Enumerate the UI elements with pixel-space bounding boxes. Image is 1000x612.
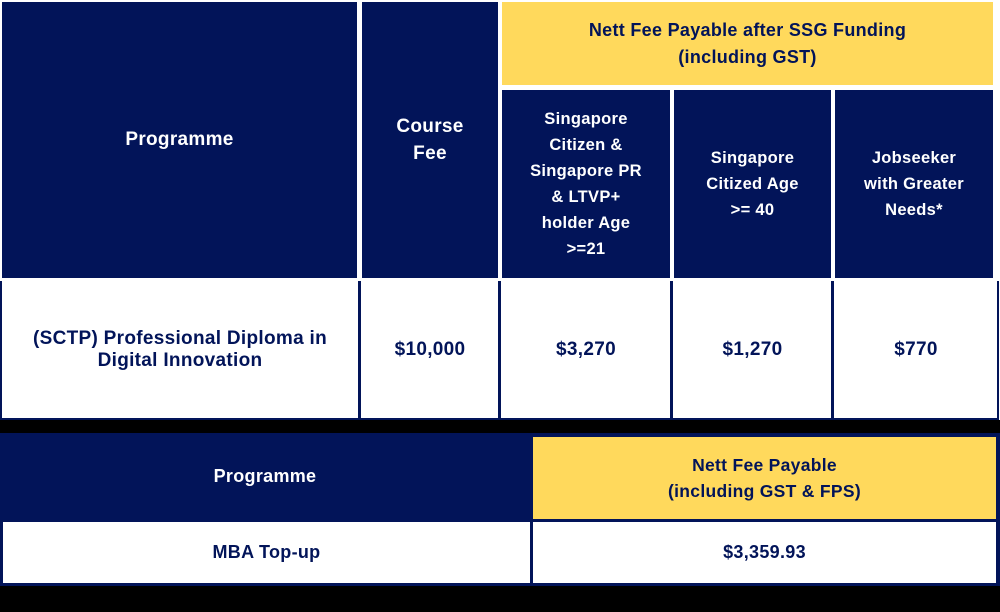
cell-fee-citizen-pr-ltvp: $3,270 [556,338,616,360]
cell-bottom-programme-name: MBA Top-up [3,522,530,583]
cell-bottom-nett-fee: $3,359.93 [533,522,996,583]
top-table-group-header-nett-fee-ssg: Nett Fee Payable after SSG Funding (incl… [502,2,993,85]
top-table-subheader-jobseeker: Jobseeker with Greater Needs* [835,90,993,278]
column-divider [670,281,673,420]
bottom-black-band [0,586,1000,612]
column-divider [498,281,501,420]
column-divider [358,281,361,420]
cell-fee-jobseeker: $770 [894,338,938,360]
top-table-subheader-citizen-age-40: Singapore Citized Age >= 40 [674,90,831,278]
column-divider [831,281,834,420]
cell-fee-citizen-age-40: $1,270 [722,338,783,360]
separator-band [0,420,1000,433]
cell-course-fee: $10,000 [394,338,466,360]
bottom-table-header-nett-fee: Nett Fee Payable (including GST & FPS) [533,437,996,519]
bottom-table-header-programme: Programme [213,465,317,486]
top-table-subheader-citizen-pr-ltvp: Singapore Citizen & Singapore PR & LTVP+… [502,90,670,278]
top-table-header-course-fee: Course Fee [362,2,498,278]
cell-programme-name: (SCTP) Professional Diploma in Digital I… [32,327,328,371]
top-table-header-programme: Programme [2,2,357,278]
